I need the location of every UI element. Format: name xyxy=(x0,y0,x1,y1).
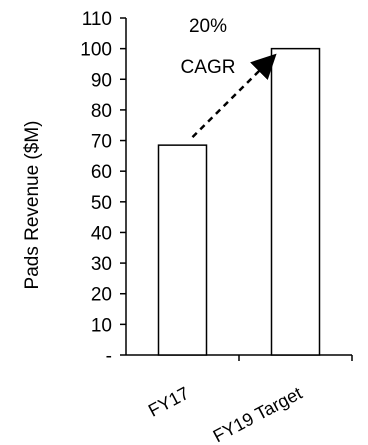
y-tick-label: 90 xyxy=(91,70,112,91)
y-axis: - 10 20 30 40 50 60 70 80 90 100 110 xyxy=(80,9,127,367)
cagr-percent-label: 20% xyxy=(189,16,227,37)
cagr-annotation: 20% CAGR xyxy=(181,16,277,139)
y-tick-label: 70 xyxy=(91,132,112,153)
bars xyxy=(157,47,321,356)
cagr-text-label: CAGR xyxy=(181,57,236,78)
x-category-label: FY17 xyxy=(145,383,192,421)
x-axis: FY17 FY19 Target xyxy=(126,354,353,445)
y-tick-label: 60 xyxy=(91,162,112,183)
y-tick-label: 50 xyxy=(91,193,112,214)
y-tick-label: 20 xyxy=(91,285,112,306)
y-tick-label: 80 xyxy=(91,101,112,122)
y-tick-label: 100 xyxy=(80,40,112,61)
y-tick-label: 110 xyxy=(82,9,112,30)
y-tick-label: 10 xyxy=(91,315,112,336)
y-tick-label: 40 xyxy=(91,223,112,244)
y-tick-label: 30 xyxy=(91,254,112,275)
x-category-label: FY19 Target xyxy=(210,383,306,445)
y-axis-label: Pads Revenue ($M) xyxy=(22,121,43,290)
bar-fy19-target xyxy=(270,47,321,356)
bar-fy17 xyxy=(157,144,208,356)
cagr-arrow xyxy=(191,53,277,139)
y-tick-label: - xyxy=(106,346,112,367)
